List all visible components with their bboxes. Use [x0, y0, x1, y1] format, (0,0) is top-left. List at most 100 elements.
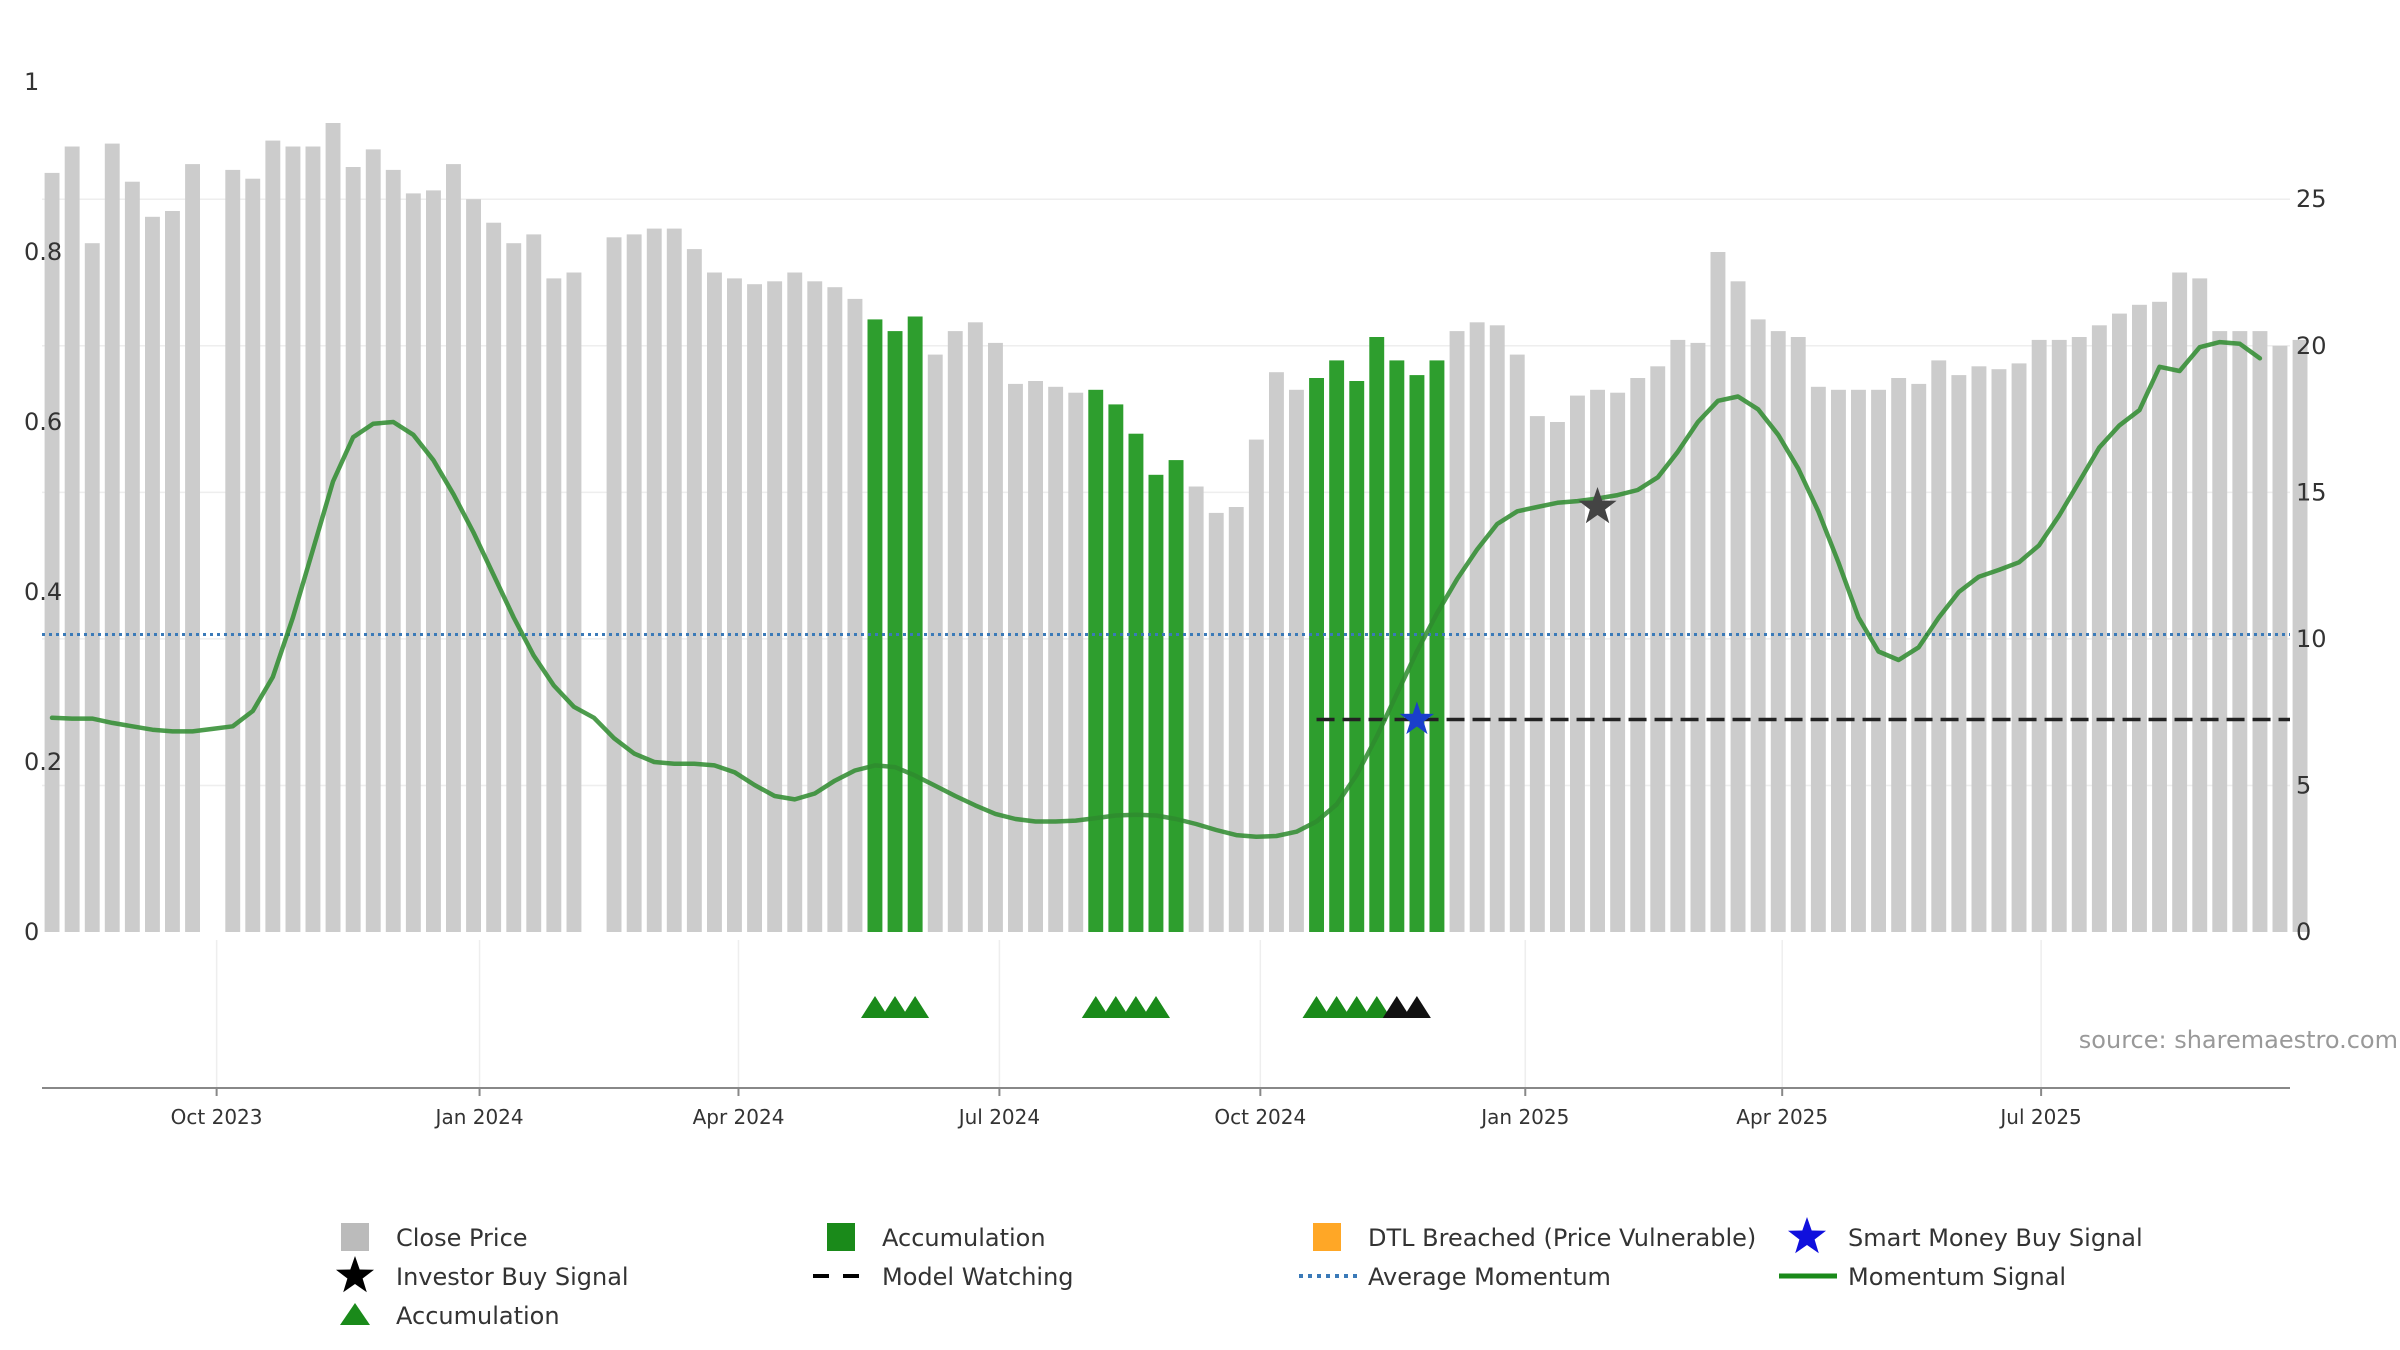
- close-price-bar: [847, 298, 863, 932]
- close-price-bar: [988, 342, 1003, 932]
- source-label: source: sharemaestro.com: [2079, 1026, 2398, 1054]
- accumulation-bar: [1128, 433, 1144, 932]
- close-price-bar: [1810, 386, 1826, 932]
- accumulation-bar: [907, 316, 923, 932]
- close-price-bar: [1831, 389, 1846, 932]
- close-price-bar: [104, 143, 120, 933]
- close-price-bar: [345, 167, 361, 932]
- close-price-bar: [265, 140, 281, 933]
- accumulation-bar: [1329, 360, 1345, 932]
- accumulation-triangle: [1342, 996, 1371, 1018]
- close-price-bar: [84, 243, 100, 932]
- legend-star-investor: [336, 1256, 374, 1293]
- close-price-bar: [44, 172, 60, 932]
- close-price-bar: [1208, 512, 1224, 932]
- accumulation-triangle: [1101, 996, 1130, 1018]
- close-price-bar: [566, 272, 582, 932]
- close-price-bar: [446, 164, 461, 933]
- close-price-bar: [2212, 331, 2228, 933]
- close-price-bar: [1289, 389, 1304, 932]
- left-axis-tick-label: 1: [24, 68, 39, 96]
- close-price-bar: [325, 123, 341, 932]
- close-price-bar: [1650, 366, 1666, 932]
- close-price-bar: [606, 237, 622, 933]
- close-price-bar: [1469, 322, 1485, 932]
- close-price-bar: [947, 331, 963, 933]
- close-price-bar: [385, 169, 401, 932]
- close-price-bar: [1790, 337, 1806, 932]
- right-axis-tick-label: 10: [2296, 625, 2327, 653]
- close-price-bar: [1449, 331, 1465, 933]
- close-price-bar: [747, 284, 762, 932]
- accumulation-triangle-black: [1382, 996, 1411, 1018]
- close-price-bar: [245, 178, 261, 932]
- accumulation-bar: [1168, 460, 1184, 932]
- smart-money-buy-signal-star: [1399, 701, 1434, 735]
- close-price-bar: [1008, 383, 1023, 932]
- close-price-bar: [285, 146, 301, 932]
- close-price-bar: [546, 278, 562, 932]
- close-price-bar: [1529, 416, 1545, 933]
- close-price-bar: [1188, 486, 1204, 932]
- close-price-bar: [646, 228, 662, 933]
- left-axis-tick-label: 0.6: [24, 408, 62, 436]
- close-price-bar: [767, 281, 783, 932]
- accumulation-bar: [1369, 337, 1385, 932]
- close-price-bar: [1670, 339, 1686, 932]
- close-price-bar: [145, 216, 160, 933]
- close-price-bar: [727, 278, 742, 932]
- right-axis-tick-label: 0: [2296, 918, 2311, 946]
- left-axis-tick-label: 0.2: [24, 748, 62, 776]
- close-price-bar: [185, 164, 200, 933]
- legend-star-smart-money: [1788, 1217, 1826, 1254]
- close-price-bar: [1269, 372, 1284, 932]
- legend-swatch-close-price: [341, 1223, 369, 1251]
- close-price-bar: [2252, 331, 2268, 933]
- right-axis-tick-label: 20: [2296, 332, 2327, 360]
- close-price-bar: [1248, 439, 1264, 932]
- close-price-bar: [1489, 325, 1505, 932]
- close-price-bar: [827, 287, 843, 932]
- close-price-bar: [2011, 363, 2027, 932]
- close-price-bar: [1228, 507, 1244, 932]
- close-price-bar: [1730, 281, 1746, 932]
- accumulation-bar: [1389, 360, 1405, 932]
- close-price-bar: [124, 181, 140, 932]
- close-price-bar: [626, 234, 642, 932]
- close-price-bar: [2272, 345, 2288, 932]
- accumulation-triangle: [1081, 996, 1110, 1018]
- close-price-bar: [1048, 386, 1064, 932]
- legend-label: Model Watching: [882, 1263, 1074, 1291]
- accumulation-bar: [1429, 360, 1445, 932]
- close-price-bar: [2192, 278, 2208, 932]
- close-price-bar: [686, 249, 702, 933]
- close-price-bar: [405, 193, 421, 932]
- right-axis-tick-label: 25: [2296, 185, 2327, 213]
- close-price-bar: [1991, 369, 2007, 932]
- close-price-bar: [1550, 422, 1565, 932]
- close-price-bar: [1971, 366, 1987, 932]
- close-price-bar: [1610, 392, 1626, 932]
- accumulation-triangle-black: [1402, 996, 1431, 1018]
- x-axis-tick-label: Jul 2024: [957, 1105, 1040, 1129]
- legend-label: Average Momentum: [1368, 1263, 1611, 1291]
- x-axis-tick-label: Jan 2024: [434, 1105, 524, 1129]
- close-price-bar: [506, 243, 522, 932]
- momentum-signal-line: [49, 339, 2263, 840]
- close-price-bar: [1851, 389, 1866, 932]
- accumulation-bar: [887, 331, 903, 933]
- legend-label: Investor Buy Signal: [396, 1263, 629, 1291]
- close-price-bar: [365, 149, 381, 932]
- legend-label: Momentum Signal: [1848, 1263, 2066, 1291]
- close-price-bar: [1028, 381, 1043, 932]
- right-axis-tick-label: 5: [2296, 771, 2311, 799]
- close-price-bar: [1770, 331, 1786, 933]
- accumulation-triangle: [1121, 996, 1150, 1018]
- investor-buy-signal-star: [1578, 487, 1617, 524]
- close-price-bar: [1509, 354, 1525, 933]
- close-price-bar: [2292, 339, 2308, 932]
- accumulation-bar: [1309, 378, 1324, 932]
- close-price-bar: [1951, 375, 1967, 933]
